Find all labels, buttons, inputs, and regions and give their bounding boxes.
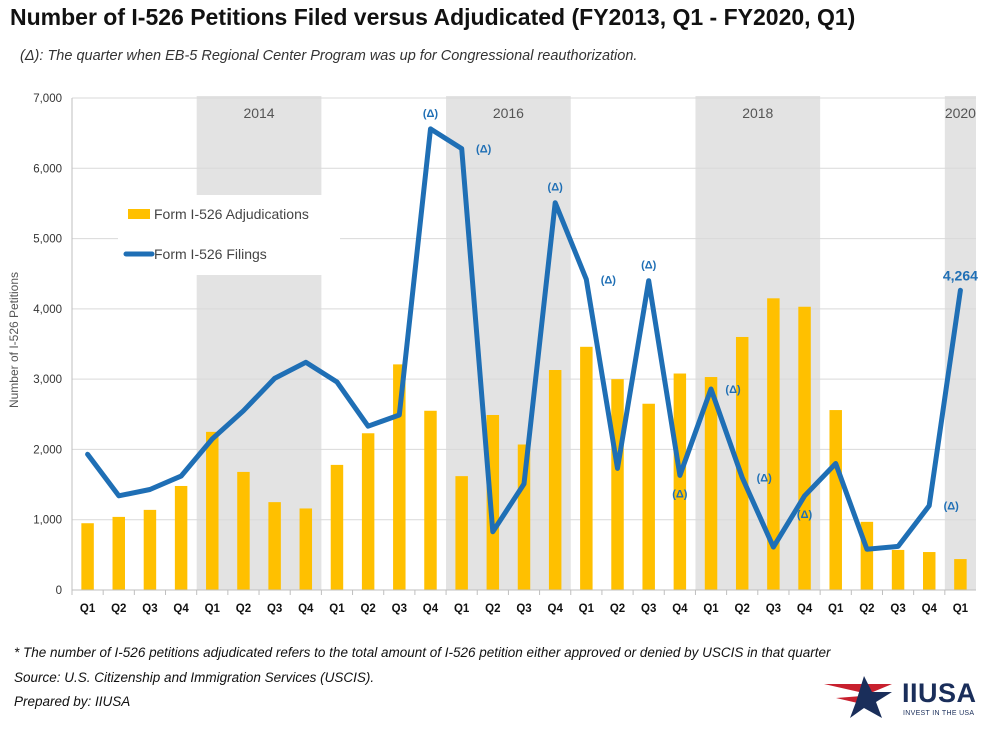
last-value-label: 4,264 xyxy=(943,267,978,283)
delta-marker: (Δ) xyxy=(672,488,688,500)
adjudication-bar xyxy=(455,476,468,590)
adjudication-bar xyxy=(954,559,967,590)
x-tick-label: Q2 xyxy=(859,603,874,615)
footnote-source: Source: U.S. Citizenship and Immigration… xyxy=(14,669,375,685)
legend-swatch-adjudications xyxy=(128,209,150,219)
chart-subtitle: (Δ): The quarter when EB-5 Regional Cent… xyxy=(20,48,638,64)
year-band xyxy=(944,96,976,590)
delta-marker: (Δ) xyxy=(601,274,617,286)
x-tick-label: Q2 xyxy=(236,603,251,615)
x-tick-label: Q1 xyxy=(703,603,719,615)
x-tick-label: Q2 xyxy=(111,603,126,615)
x-tick-label: Q3 xyxy=(766,603,781,615)
x-tick-label: Q4 xyxy=(922,603,938,615)
year-band-label: 2014 xyxy=(243,105,274,121)
x-tick-label: Q2 xyxy=(485,603,500,615)
x-tick-label: Q4 xyxy=(173,603,189,615)
adjudication-bar xyxy=(767,298,780,590)
delta-marker: (Δ) xyxy=(476,144,492,156)
y-tick-label: 0 xyxy=(56,585,62,597)
legend-label-filings: Form I-526 Filings xyxy=(154,246,267,262)
adjudication-bar xyxy=(580,346,593,590)
y-tick-label: 2,000 xyxy=(33,444,62,456)
adjudication-bar xyxy=(829,410,842,590)
delta-marker: (Δ) xyxy=(641,260,657,272)
legend-box xyxy=(118,195,340,275)
y-tick-label: 7,000 xyxy=(33,93,62,105)
legend-label-adjudications: Form I-526 Adjudications xyxy=(154,206,309,222)
adjudication-bar xyxy=(361,433,375,590)
y-tick-label: 3,000 xyxy=(33,374,62,386)
chart-title: Number of I-526 Petitions Filed versus A… xyxy=(10,4,856,30)
chart-canvas: 2014 2016 2018 2020 (Δ) (Δ) (Δ) (Δ) (Δ) (Δ) (Δ) (Δ… xyxy=(7,93,978,615)
x-tick-label: Q4 xyxy=(548,603,564,615)
x-tick-label: Q3 xyxy=(641,603,656,615)
y-tick-label: 6,000 xyxy=(33,163,62,175)
adjudication-bar xyxy=(704,377,718,590)
year-band-label: 2018 xyxy=(742,105,773,121)
iiusa-logo: IIUSA INVEST IN THE USA xyxy=(822,672,982,722)
delta-marker: (Δ) xyxy=(944,501,960,513)
x-tick-label: Q3 xyxy=(142,603,157,615)
x-tick-label: Q1 xyxy=(80,603,96,615)
delta-marker: (Δ) xyxy=(725,384,741,396)
x-tick-label: Q1 xyxy=(205,603,221,615)
delta-marker: (Δ) xyxy=(757,473,773,485)
x-tick-label: Q3 xyxy=(392,603,407,615)
adjudication-bar xyxy=(642,403,655,590)
logo-tagline: INVEST IN THE USA xyxy=(903,710,975,717)
adjudication-bar xyxy=(891,549,905,590)
adjudication-bar xyxy=(611,379,624,590)
x-tick-label: Q2 xyxy=(735,603,750,615)
adjudication-bar xyxy=(798,306,811,590)
y-tick-label: 1,000 xyxy=(33,515,62,527)
adjudication-bar xyxy=(174,485,188,590)
x-tick-label: Q4 xyxy=(423,603,439,615)
filings-line xyxy=(85,126,963,552)
year-band-label: 2020 xyxy=(945,105,976,121)
adjudication-bar xyxy=(673,373,687,590)
adjudication-bar xyxy=(517,444,531,590)
x-tick-label: Q2 xyxy=(610,603,625,615)
delta-marker: (Δ) xyxy=(797,509,813,521)
adjudication-bar xyxy=(424,410,437,590)
adjudication-bar xyxy=(81,523,94,590)
adjudication-bar xyxy=(393,364,406,590)
adjudication-bar xyxy=(735,336,749,590)
adjudication-bar xyxy=(299,508,313,590)
x-tick-label: Q3 xyxy=(267,603,282,615)
delta-marker: (Δ) xyxy=(423,108,439,120)
footnotes: * The number of I-526 petitions adjudica… xyxy=(14,641,831,715)
x-tick-label: Q1 xyxy=(454,603,470,615)
y-tick-label: 4,000 xyxy=(33,304,62,316)
delta-marker: (Δ) xyxy=(548,182,564,194)
adjudication-bar xyxy=(206,431,219,590)
x-tick-label: Q1 xyxy=(329,603,345,615)
x-tick-label: Q1 xyxy=(953,603,969,615)
footnote-prepared: Prepared by: IIUSA xyxy=(14,694,131,709)
x-tick-label: Q3 xyxy=(890,603,905,615)
year-band-label: 2016 xyxy=(493,105,524,121)
y-tick-label: 5,000 xyxy=(33,234,62,246)
adjudication-bar xyxy=(237,471,250,590)
x-tick-label: Q2 xyxy=(360,603,375,615)
star-logo-icon xyxy=(824,676,892,718)
y-axis-label: Number of I-526 Petitions xyxy=(7,272,21,408)
adjudication-bar xyxy=(330,464,344,590)
x-tick-label: Q3 xyxy=(516,603,531,615)
adjudication-bar xyxy=(112,516,125,590)
x-tick-label: Q4 xyxy=(797,603,813,615)
logo-name: IIUSA xyxy=(902,678,977,708)
x-tick-label: Q1 xyxy=(828,603,844,615)
x-tick-label: Q4 xyxy=(298,603,314,615)
adjudication-bar xyxy=(548,370,562,590)
x-tick-label: Q1 xyxy=(579,603,595,615)
adjudication-bar xyxy=(143,509,157,590)
adjudication-bar xyxy=(923,552,936,590)
x-tick-label: Q4 xyxy=(672,603,688,615)
footnote-note: * The number of I-526 petitions adjudica… xyxy=(14,645,831,660)
legend: Form I-526 Adjudications Form I-526 Filin… xyxy=(118,195,340,275)
adjudication-bar xyxy=(268,502,281,590)
